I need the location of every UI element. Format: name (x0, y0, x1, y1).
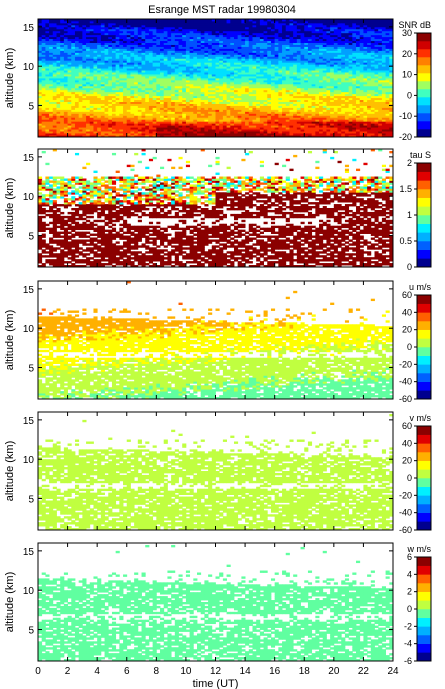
figure-title: Esrange MST radar 19980304 (148, 4, 296, 16)
heatmap-cells (38, 19, 393, 137)
